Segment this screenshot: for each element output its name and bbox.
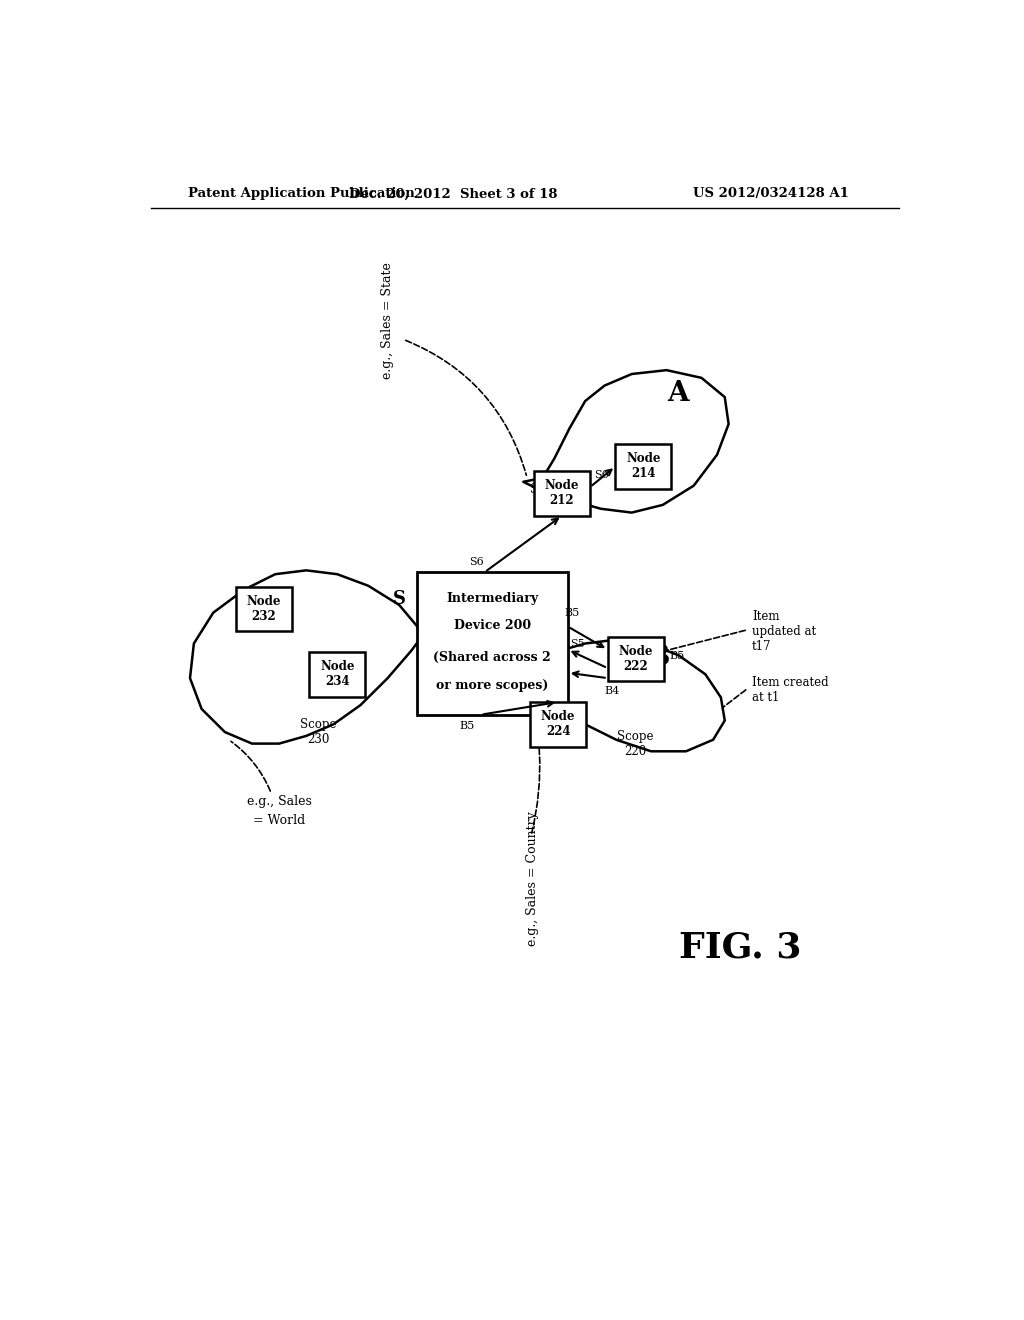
Text: Node
214: Node 214 xyxy=(626,453,660,480)
Text: Scope
220: Scope 220 xyxy=(617,730,654,758)
Text: Intermediary: Intermediary xyxy=(446,593,539,606)
Text: B5: B5 xyxy=(670,651,685,661)
Text: A: A xyxy=(668,380,689,407)
Text: US 2012/0324128 A1: US 2012/0324128 A1 xyxy=(693,187,849,201)
Text: S6: S6 xyxy=(595,470,609,480)
FancyBboxPatch shape xyxy=(535,471,590,516)
Text: Node
232: Node 232 xyxy=(247,595,281,623)
Text: FIG. 3: FIG. 3 xyxy=(679,931,802,965)
Text: B5: B5 xyxy=(460,721,475,730)
Text: (Shared across 2: (Shared across 2 xyxy=(433,651,551,664)
Text: Scope
230: Scope 230 xyxy=(300,718,336,746)
Text: Item created
at t1: Item created at t1 xyxy=(752,676,828,704)
Text: = World: = World xyxy=(253,814,305,828)
Text: B5: B5 xyxy=(564,607,580,618)
FancyBboxPatch shape xyxy=(417,573,568,714)
FancyBboxPatch shape xyxy=(615,444,672,488)
Text: e.g., Sales: e.g., Sales xyxy=(247,795,311,808)
Text: Node
222: Node 222 xyxy=(618,645,653,673)
FancyBboxPatch shape xyxy=(530,702,586,747)
Text: Item
updated at
t17: Item updated at t17 xyxy=(752,610,816,653)
Text: Dec. 20, 2012  Sheet 3 of 18: Dec. 20, 2012 Sheet 3 of 18 xyxy=(349,187,558,201)
Text: Patent Application Publication: Patent Application Publication xyxy=(188,187,415,201)
Text: Node
224: Node 224 xyxy=(541,710,575,738)
Text: Scope
210: Scope 210 xyxy=(529,483,566,511)
Text: S6: S6 xyxy=(469,557,483,566)
Text: Node
212: Node 212 xyxy=(545,479,580,507)
Text: B: B xyxy=(647,644,671,671)
Text: Node
234: Node 234 xyxy=(319,660,354,688)
Text: e.g., Sales = State: e.g., Sales = State xyxy=(381,261,394,379)
FancyBboxPatch shape xyxy=(607,636,664,681)
Text: e.g., Sales = Country: e.g., Sales = Country xyxy=(526,810,539,945)
Text: S: S xyxy=(393,590,407,607)
Text: or more scopes): or more scopes) xyxy=(436,678,549,692)
Text: Device 200: Device 200 xyxy=(454,619,530,631)
Text: S5: S5 xyxy=(570,639,585,649)
FancyBboxPatch shape xyxy=(309,652,366,697)
Text: B4: B4 xyxy=(604,685,620,696)
FancyBboxPatch shape xyxy=(236,586,292,631)
